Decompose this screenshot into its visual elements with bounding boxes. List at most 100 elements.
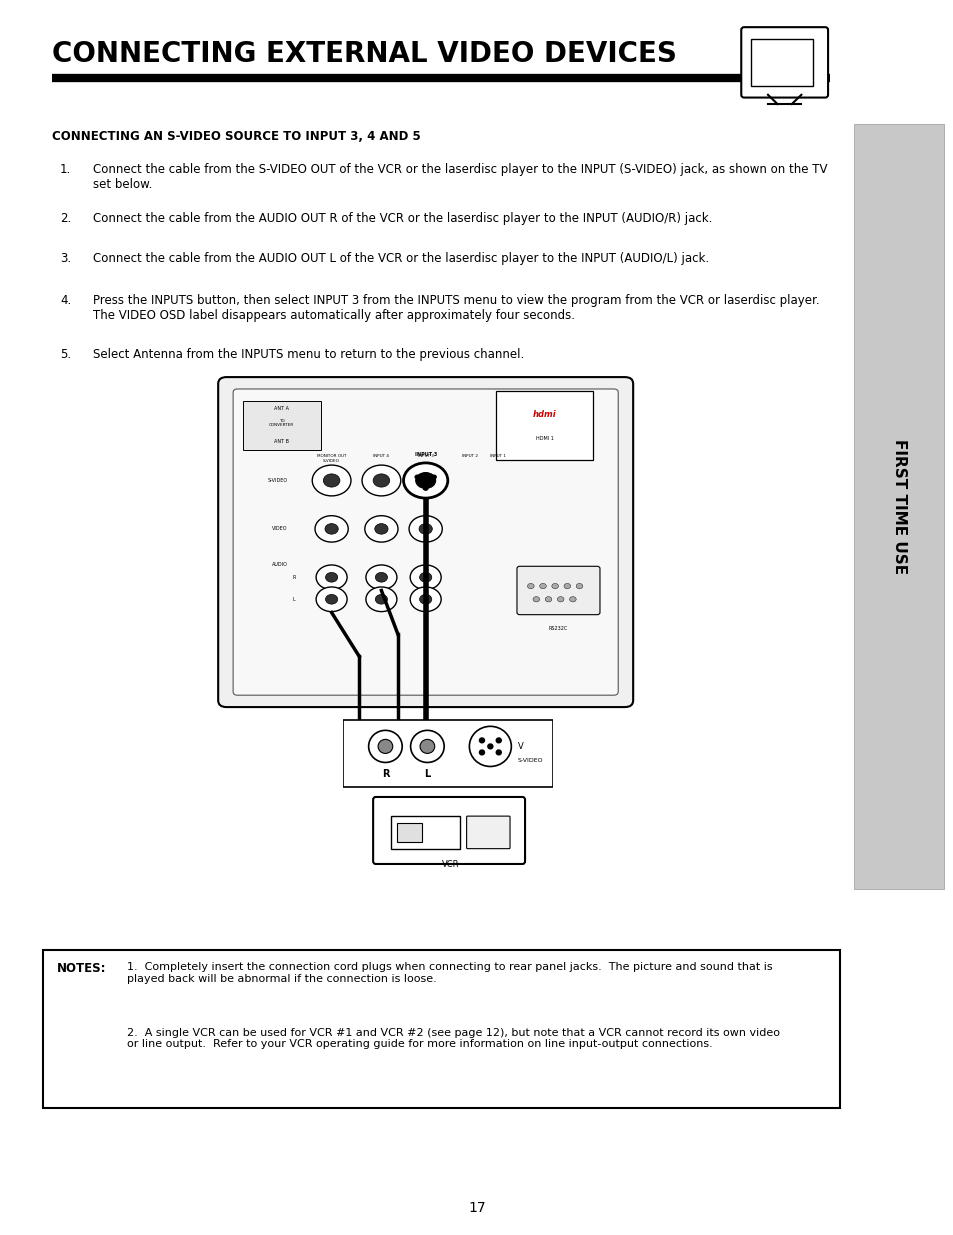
Text: Select Antenna from the INPUTS menu to return to the previous channel.: Select Antenna from the INPUTS menu to r… xyxy=(92,348,523,362)
Circle shape xyxy=(409,516,442,542)
Text: 5.: 5. xyxy=(60,348,71,362)
Text: INPUT 2: INPUT 2 xyxy=(461,454,477,458)
Circle shape xyxy=(415,475,419,479)
Circle shape xyxy=(406,466,444,496)
Circle shape xyxy=(551,583,558,589)
Text: Connect the cable from the S-VIDEO OUT of the VCR or the laserdisc player to the: Connect the cable from the S-VIDEO OUT o… xyxy=(92,163,826,191)
Text: NOTES:: NOTES: xyxy=(57,962,107,976)
Circle shape xyxy=(375,573,387,582)
Circle shape xyxy=(419,573,432,582)
Text: ANT A: ANT A xyxy=(274,405,289,411)
FancyBboxPatch shape xyxy=(853,124,943,889)
Text: 1.: 1. xyxy=(60,163,71,177)
Circle shape xyxy=(418,524,432,535)
FancyBboxPatch shape xyxy=(373,797,524,864)
Text: CONNECTING AN S-VIDEO SOURCE TO INPUT 3, 4 AND 5: CONNECTING AN S-VIDEO SOURCE TO INPUT 3,… xyxy=(52,130,421,143)
Text: 3.: 3. xyxy=(60,252,71,266)
Circle shape xyxy=(312,466,351,496)
Text: S-VIDEO: S-VIDEO xyxy=(517,758,542,763)
Circle shape xyxy=(419,740,435,753)
Circle shape xyxy=(416,474,434,487)
Circle shape xyxy=(569,597,576,601)
Text: 1.  Completely insert the connection cord plugs when connecting to rear panel ja: 1. Completely insert the connection cord… xyxy=(127,962,772,983)
Text: L: L xyxy=(424,769,430,779)
Text: 2.  A single VCR can be used for VCR #1 and VCR #2 (see page 12), but note that : 2. A single VCR can be used for VCR #1 a… xyxy=(127,1028,779,1049)
FancyBboxPatch shape xyxy=(43,950,839,1108)
Text: INPUT 4: INPUT 4 xyxy=(373,454,389,458)
Circle shape xyxy=(576,583,582,589)
Circle shape xyxy=(487,743,493,748)
Text: V: V xyxy=(517,742,523,751)
FancyBboxPatch shape xyxy=(740,27,827,98)
Circle shape xyxy=(403,463,447,498)
Circle shape xyxy=(419,594,432,604)
FancyBboxPatch shape xyxy=(218,377,633,708)
FancyBboxPatch shape xyxy=(517,567,599,615)
Text: 17: 17 xyxy=(468,1200,485,1215)
Circle shape xyxy=(377,740,393,753)
Text: INPUT 3: INPUT 3 xyxy=(415,452,436,457)
Text: R: R xyxy=(292,574,295,579)
FancyBboxPatch shape xyxy=(343,720,553,787)
Text: 2.: 2. xyxy=(60,212,71,226)
FancyBboxPatch shape xyxy=(466,816,510,848)
Circle shape xyxy=(479,750,484,755)
Circle shape xyxy=(375,594,387,604)
Circle shape xyxy=(416,473,436,488)
Text: 4.: 4. xyxy=(60,294,71,308)
Text: MONITOR OUT
S-VIDEO: MONITOR OUT S-VIDEO xyxy=(316,454,346,463)
Text: VIDEO: VIDEO xyxy=(272,526,287,531)
Text: HDMI 1: HDMI 1 xyxy=(536,436,553,441)
FancyBboxPatch shape xyxy=(496,391,593,459)
FancyBboxPatch shape xyxy=(391,816,459,848)
Text: hdmi: hdmi xyxy=(533,410,556,419)
Circle shape xyxy=(469,726,511,767)
Circle shape xyxy=(325,594,337,604)
Text: TO
CONVERTER: TO CONVERTER xyxy=(269,419,294,427)
Circle shape xyxy=(410,564,440,589)
Text: S-VIDEO: S-VIDEO xyxy=(267,478,287,483)
FancyBboxPatch shape xyxy=(233,389,618,695)
Text: L: L xyxy=(293,597,295,601)
Circle shape xyxy=(479,739,484,742)
Circle shape xyxy=(563,583,570,589)
Circle shape xyxy=(375,524,388,535)
Circle shape xyxy=(496,739,500,742)
FancyBboxPatch shape xyxy=(396,823,422,842)
Circle shape xyxy=(410,730,444,762)
Circle shape xyxy=(364,516,397,542)
Circle shape xyxy=(361,466,400,496)
Text: R: R xyxy=(381,769,389,779)
Circle shape xyxy=(366,564,396,589)
Circle shape xyxy=(366,587,396,611)
Circle shape xyxy=(325,573,337,582)
Text: INPUT 1: INPUT 1 xyxy=(489,454,505,458)
Circle shape xyxy=(368,730,402,762)
Circle shape xyxy=(432,475,436,479)
Text: VCR: VCR xyxy=(441,860,459,868)
Circle shape xyxy=(544,597,551,601)
Text: Connect the cable from the AUDIO OUT L of the VCR or the laserdisc player to the: Connect the cable from the AUDIO OUT L o… xyxy=(92,252,708,266)
Circle shape xyxy=(539,583,546,589)
Circle shape xyxy=(557,597,563,601)
Text: Connect the cable from the AUDIO OUT R of the VCR or the laserdisc player to the: Connect the cable from the AUDIO OUT R o… xyxy=(92,212,711,226)
Circle shape xyxy=(496,750,500,755)
Circle shape xyxy=(527,583,534,589)
Text: ANT B: ANT B xyxy=(274,438,289,443)
Circle shape xyxy=(315,564,347,589)
FancyBboxPatch shape xyxy=(750,40,812,85)
Text: CONNECTING EXTERNAL VIDEO DEVICES: CONNECTING EXTERNAL VIDEO DEVICES xyxy=(52,40,677,68)
Circle shape xyxy=(373,474,389,487)
Text: FIRST TIME USE: FIRST TIME USE xyxy=(891,438,905,574)
Circle shape xyxy=(325,524,338,535)
Circle shape xyxy=(315,587,347,611)
Text: Press the INPUTS button, then select INPUT 3 from the INPUTS menu to view the pr: Press the INPUTS button, then select INP… xyxy=(92,294,819,322)
Circle shape xyxy=(314,516,348,542)
Text: AUDIO: AUDIO xyxy=(272,562,287,567)
Circle shape xyxy=(323,474,339,487)
Circle shape xyxy=(410,587,440,611)
Circle shape xyxy=(423,487,428,490)
Text: INPUT 3: INPUT 3 xyxy=(417,454,434,458)
FancyBboxPatch shape xyxy=(243,401,320,450)
Circle shape xyxy=(533,597,539,601)
